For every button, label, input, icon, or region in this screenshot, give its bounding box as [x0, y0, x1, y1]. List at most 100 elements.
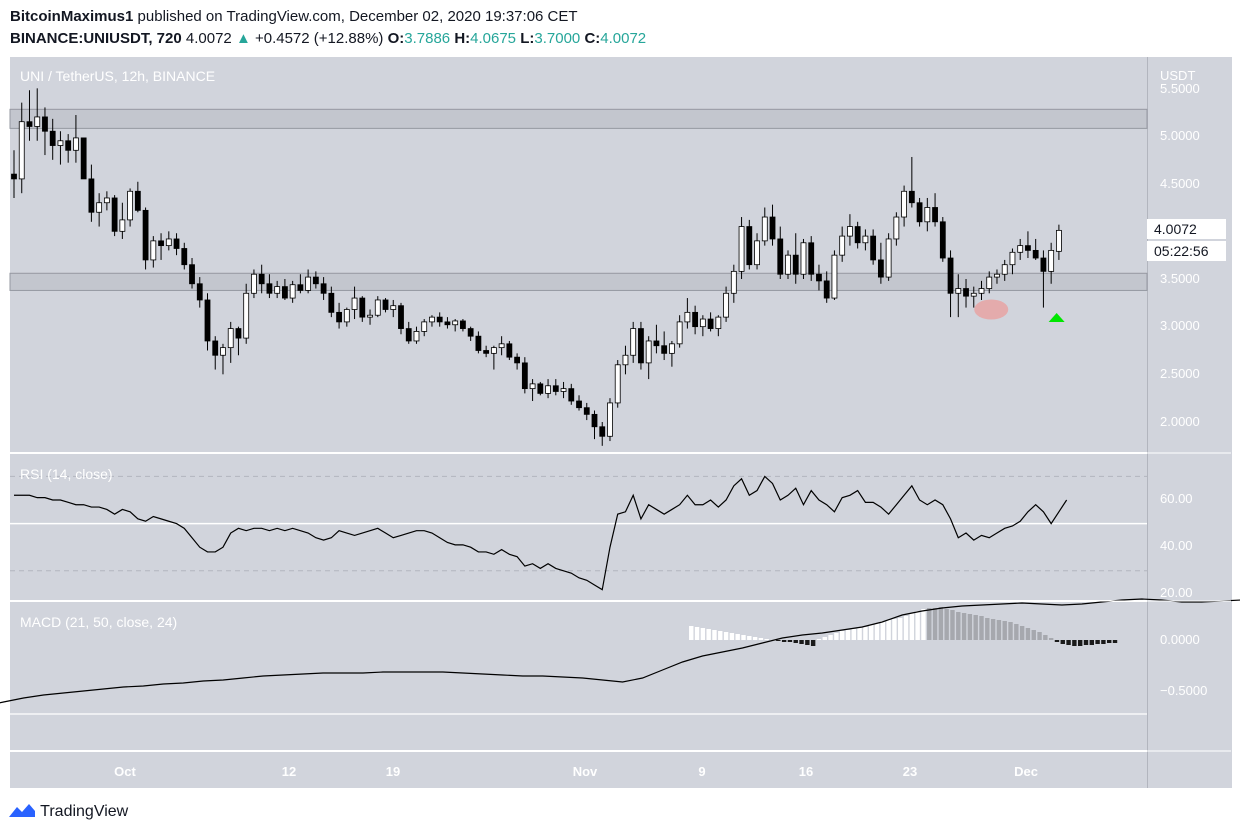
price-tick: 2.0000: [1160, 414, 1200, 429]
low-value: 3.7000: [534, 30, 581, 47]
macd-histogram-bar: [776, 640, 781, 641]
x-tick-label: 12: [281, 764, 297, 779]
price-pane-title: UNI / TetherUS, 12h, BINANCE: [20, 68, 216, 84]
macd-histogram-bar: [857, 628, 862, 640]
candle-up: [847, 226, 853, 237]
macd-histogram-bar: [1072, 640, 1077, 646]
candle-up: [1001, 264, 1008, 275]
rsi-tick: 60.00: [1160, 491, 1193, 506]
candle-up: [490, 347, 497, 354]
candle-down: [854, 226, 861, 244]
candle-down: [65, 140, 72, 151]
macd-histogram-bar: [828, 635, 833, 640]
rsi-pane[interactable]: [10, 454, 1147, 600]
macd-histogram-bar: [903, 616, 909, 640]
macd-histogram-bar: [1060, 640, 1065, 644]
candle-down: [467, 328, 474, 337]
macd-tick: −0.5000: [1160, 683, 1208, 698]
rsi-line: [14, 475, 1068, 591]
candle-down: [599, 426, 606, 437]
candle-down: [692, 311, 699, 328]
macd-line: [0, 598, 1240, 704]
candle-up: [127, 190, 133, 221]
candle-up: [227, 328, 234, 349]
macd-histogram-bar: [1025, 628, 1031, 640]
macd-histogram-bar: [967, 614, 973, 640]
price-axis[interactable]: [1147, 57, 1232, 788]
currency-label: USDT: [1160, 68, 1196, 83]
change-arrow-icon: ▲: [235, 30, 251, 47]
candle-down: [769, 216, 776, 240]
candle-down: [444, 321, 451, 326]
candle-up: [738, 226, 745, 272]
candle-up: [754, 240, 760, 266]
macd-histogram-bar: [915, 611, 920, 640]
macd-histogram-bar: [747, 636, 752, 640]
candle-down: [808, 242, 815, 275]
candle-down: [158, 240, 164, 247]
candle-down: [382, 299, 389, 310]
macd-histogram-bar: [781, 640, 787, 642]
candle-up: [901, 190, 907, 218]
macd-histogram-bar: [700, 628, 706, 640]
x-tick-label: 19: [385, 764, 401, 779]
candle-down: [908, 190, 915, 204]
open-value: 3.7886: [404, 30, 451, 47]
candle-down: [328, 292, 335, 313]
macd-histogram-bar: [810, 640, 816, 646]
candle-down: [475, 335, 482, 351]
candle-up: [429, 316, 435, 323]
time-axis[interactable]: [10, 752, 1147, 788]
countdown-label: 05:22:56: [1147, 241, 1226, 261]
candle-down: [196, 283, 203, 301]
resistance-zone: [9, 272, 1148, 291]
macd-histogram-bar: [799, 640, 804, 644]
candle-down: [398, 305, 404, 329]
candle-up: [684, 311, 691, 323]
candle-up: [839, 235, 846, 256]
macd-histogram-bar: [996, 620, 1002, 640]
resistance-zone: [9, 108, 1148, 129]
candle-up: [18, 121, 25, 180]
author-name[interactable]: BitcoinMaximus1: [10, 8, 134, 25]
macd-histogram-bar: [1043, 635, 1048, 640]
tradingview-logo[interactable]: TradingView: [8, 801, 128, 821]
candle-down: [568, 388, 575, 402]
candle-down: [436, 316, 443, 323]
candle-down: [591, 413, 598, 428]
candle-up: [560, 388, 567, 392]
candle-up: [699, 318, 706, 328]
candle-up: [305, 276, 312, 291]
rsi-tick: 20.00: [1160, 585, 1193, 600]
macd-histogram-bar: [723, 632, 729, 640]
candle-up: [723, 292, 729, 318]
macd-histogram-bar: [956, 612, 961, 640]
macd-histogram-bar: [869, 625, 874, 640]
candle-down: [916, 202, 923, 223]
candle-down: [88, 178, 95, 213]
candle-up: [103, 197, 110, 204]
candle-down: [359, 297, 366, 318]
macd-histogram-bar: [898, 618, 903, 640]
candle-down: [405, 328, 412, 342]
candle-down: [777, 238, 784, 275]
candle-up: [924, 207, 931, 223]
candle-up: [622, 354, 629, 366]
candle-down: [1025, 245, 1031, 251]
macd-pane-title: MACD (21, 50, close, 24): [20, 614, 178, 630]
candle-up: [715, 316, 722, 329]
candle-down: [1032, 249, 1039, 259]
candle-down: [661, 345, 668, 354]
candle-up: [413, 331, 420, 342]
x-tick-label: 9: [698, 764, 706, 779]
high-label: H:: [454, 30, 471, 47]
macd-histogram-bar: [1077, 640, 1083, 646]
macd-histogram-bar: [1048, 638, 1054, 640]
x-tick-label: Oct: [114, 764, 136, 779]
macd-histogram-bar: [973, 615, 978, 640]
candle-down: [134, 190, 141, 211]
x-tick-label: 16: [798, 764, 814, 779]
candle-down: [653, 340, 660, 347]
macd-histogram-bar: [752, 637, 758, 640]
